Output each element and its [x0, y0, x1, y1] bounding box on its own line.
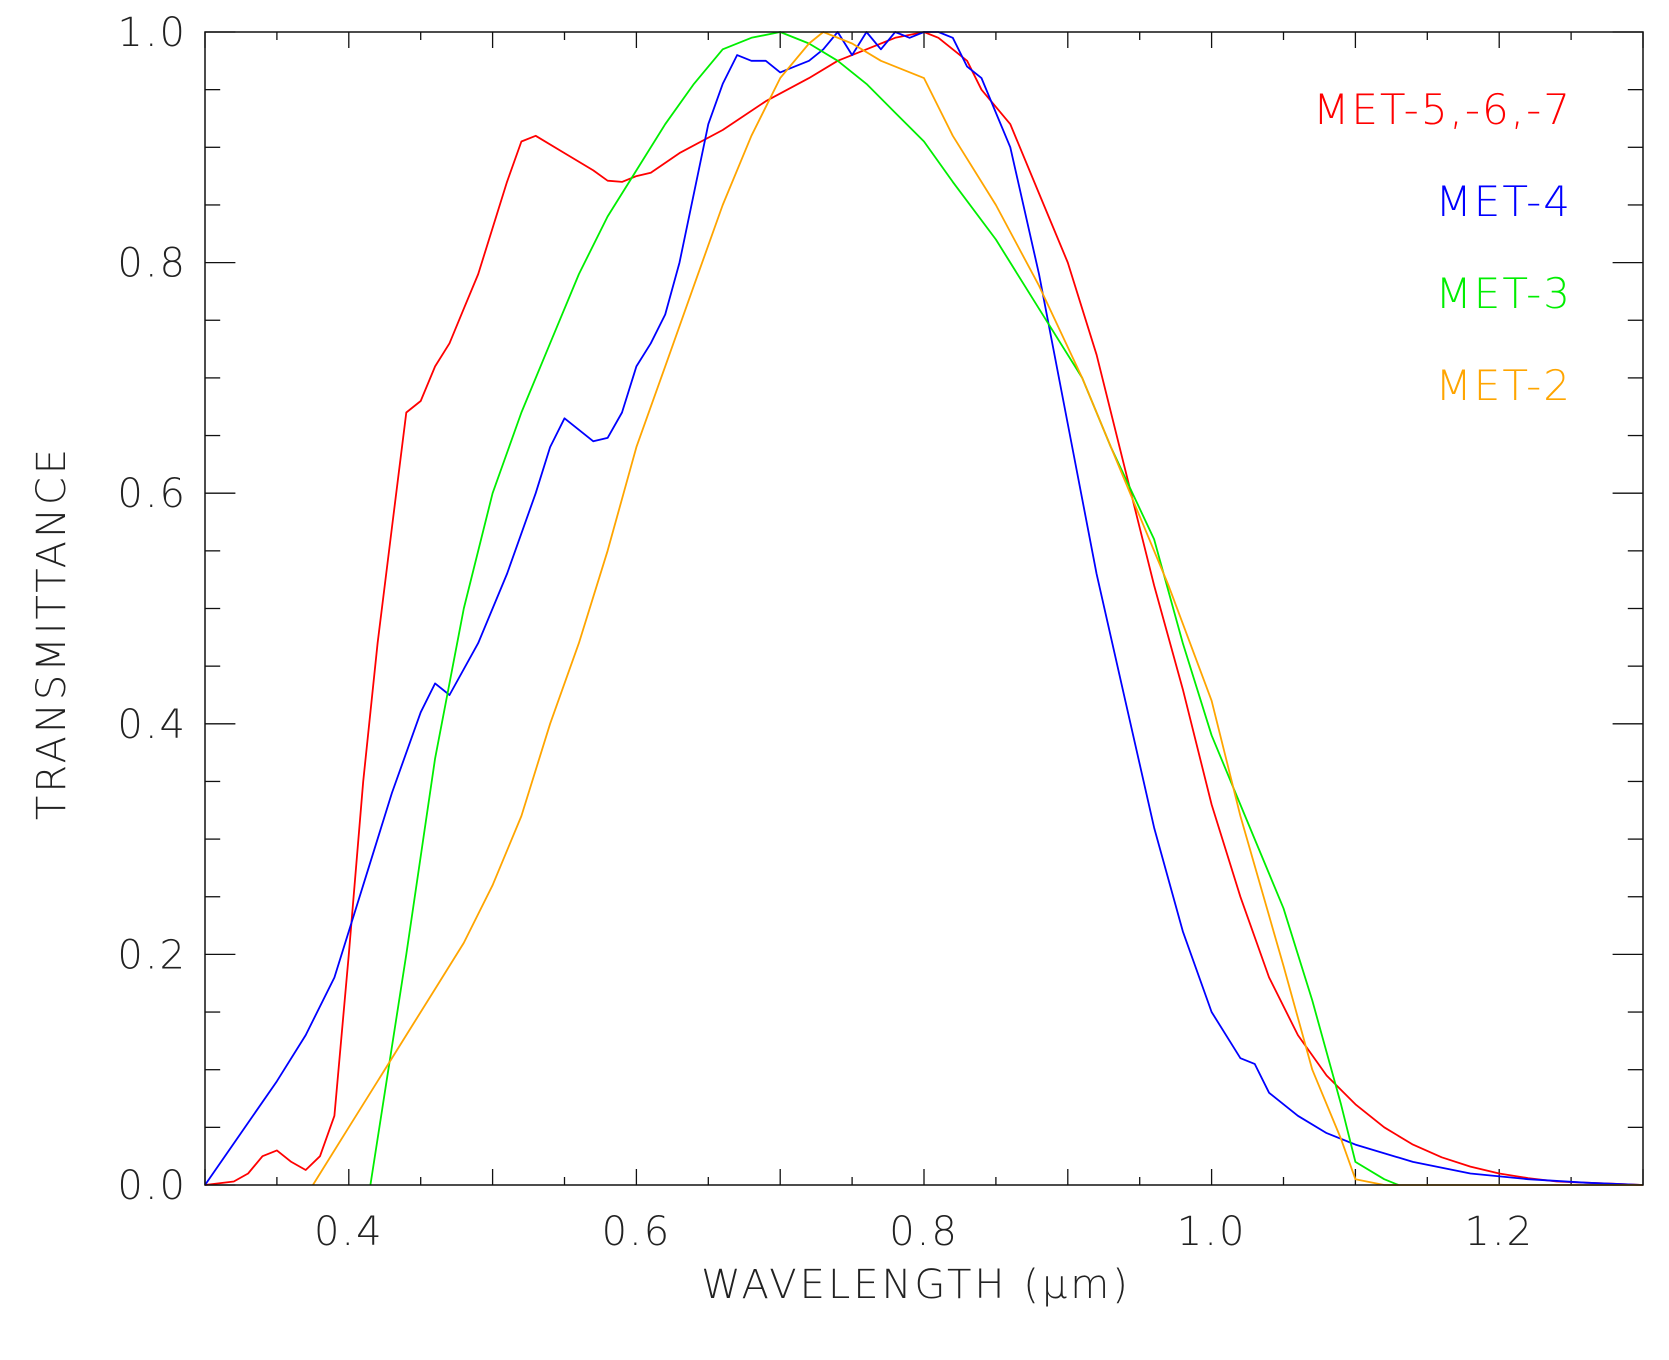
series-line-1	[204, 31, 1644, 1186]
x-tick-label: 0.8	[889, 1209, 959, 1255]
legend-entry: MET-4	[1436, 177, 1572, 226]
y-tick-label: 0.4	[117, 702, 187, 748]
y-tick-label: 0.0	[117, 1163, 187, 1209]
legend-entry: MET-5,-6,-7	[1313, 85, 1572, 134]
y-tick-label: 0.8	[117, 241, 187, 287]
y-tick-label: 0.2	[117, 932, 187, 978]
tick-labels: 0.4 0.6 0.8 1.0 1.2 0.0 0.2 0.4 0.6 0.8 1.0	[117, 10, 1534, 1255]
x-tick-label: 1.0	[1177, 1209, 1247, 1255]
legend: MET-5,-6,-7 MET-4 MET-3 MET-2	[1313, 85, 1572, 410]
x-tick-label: 0.4	[314, 1209, 384, 1255]
plot-frame	[204, 31, 1644, 1186]
x-axis-title: WAVELENGTH (μm)	[701, 1262, 1131, 1308]
series-lines	[204, 31, 1644, 1186]
series-line-2	[204, 31, 1644, 1186]
x-tick-label: 1.2	[1464, 1209, 1534, 1255]
y-axis-title: TRANSMITTANCE	[29, 446, 75, 820]
y-tick-label: 1.0	[117, 10, 187, 56]
series-line-3	[369, 31, 1399, 1186]
x-tick-label: 0.6	[602, 1209, 672, 1255]
y-tick-label: 0.6	[117, 471, 187, 517]
legend-entry: MET-2	[1436, 361, 1572, 410]
series-line-4	[312, 31, 1643, 1186]
legend-entry: MET-3	[1436, 269, 1572, 318]
